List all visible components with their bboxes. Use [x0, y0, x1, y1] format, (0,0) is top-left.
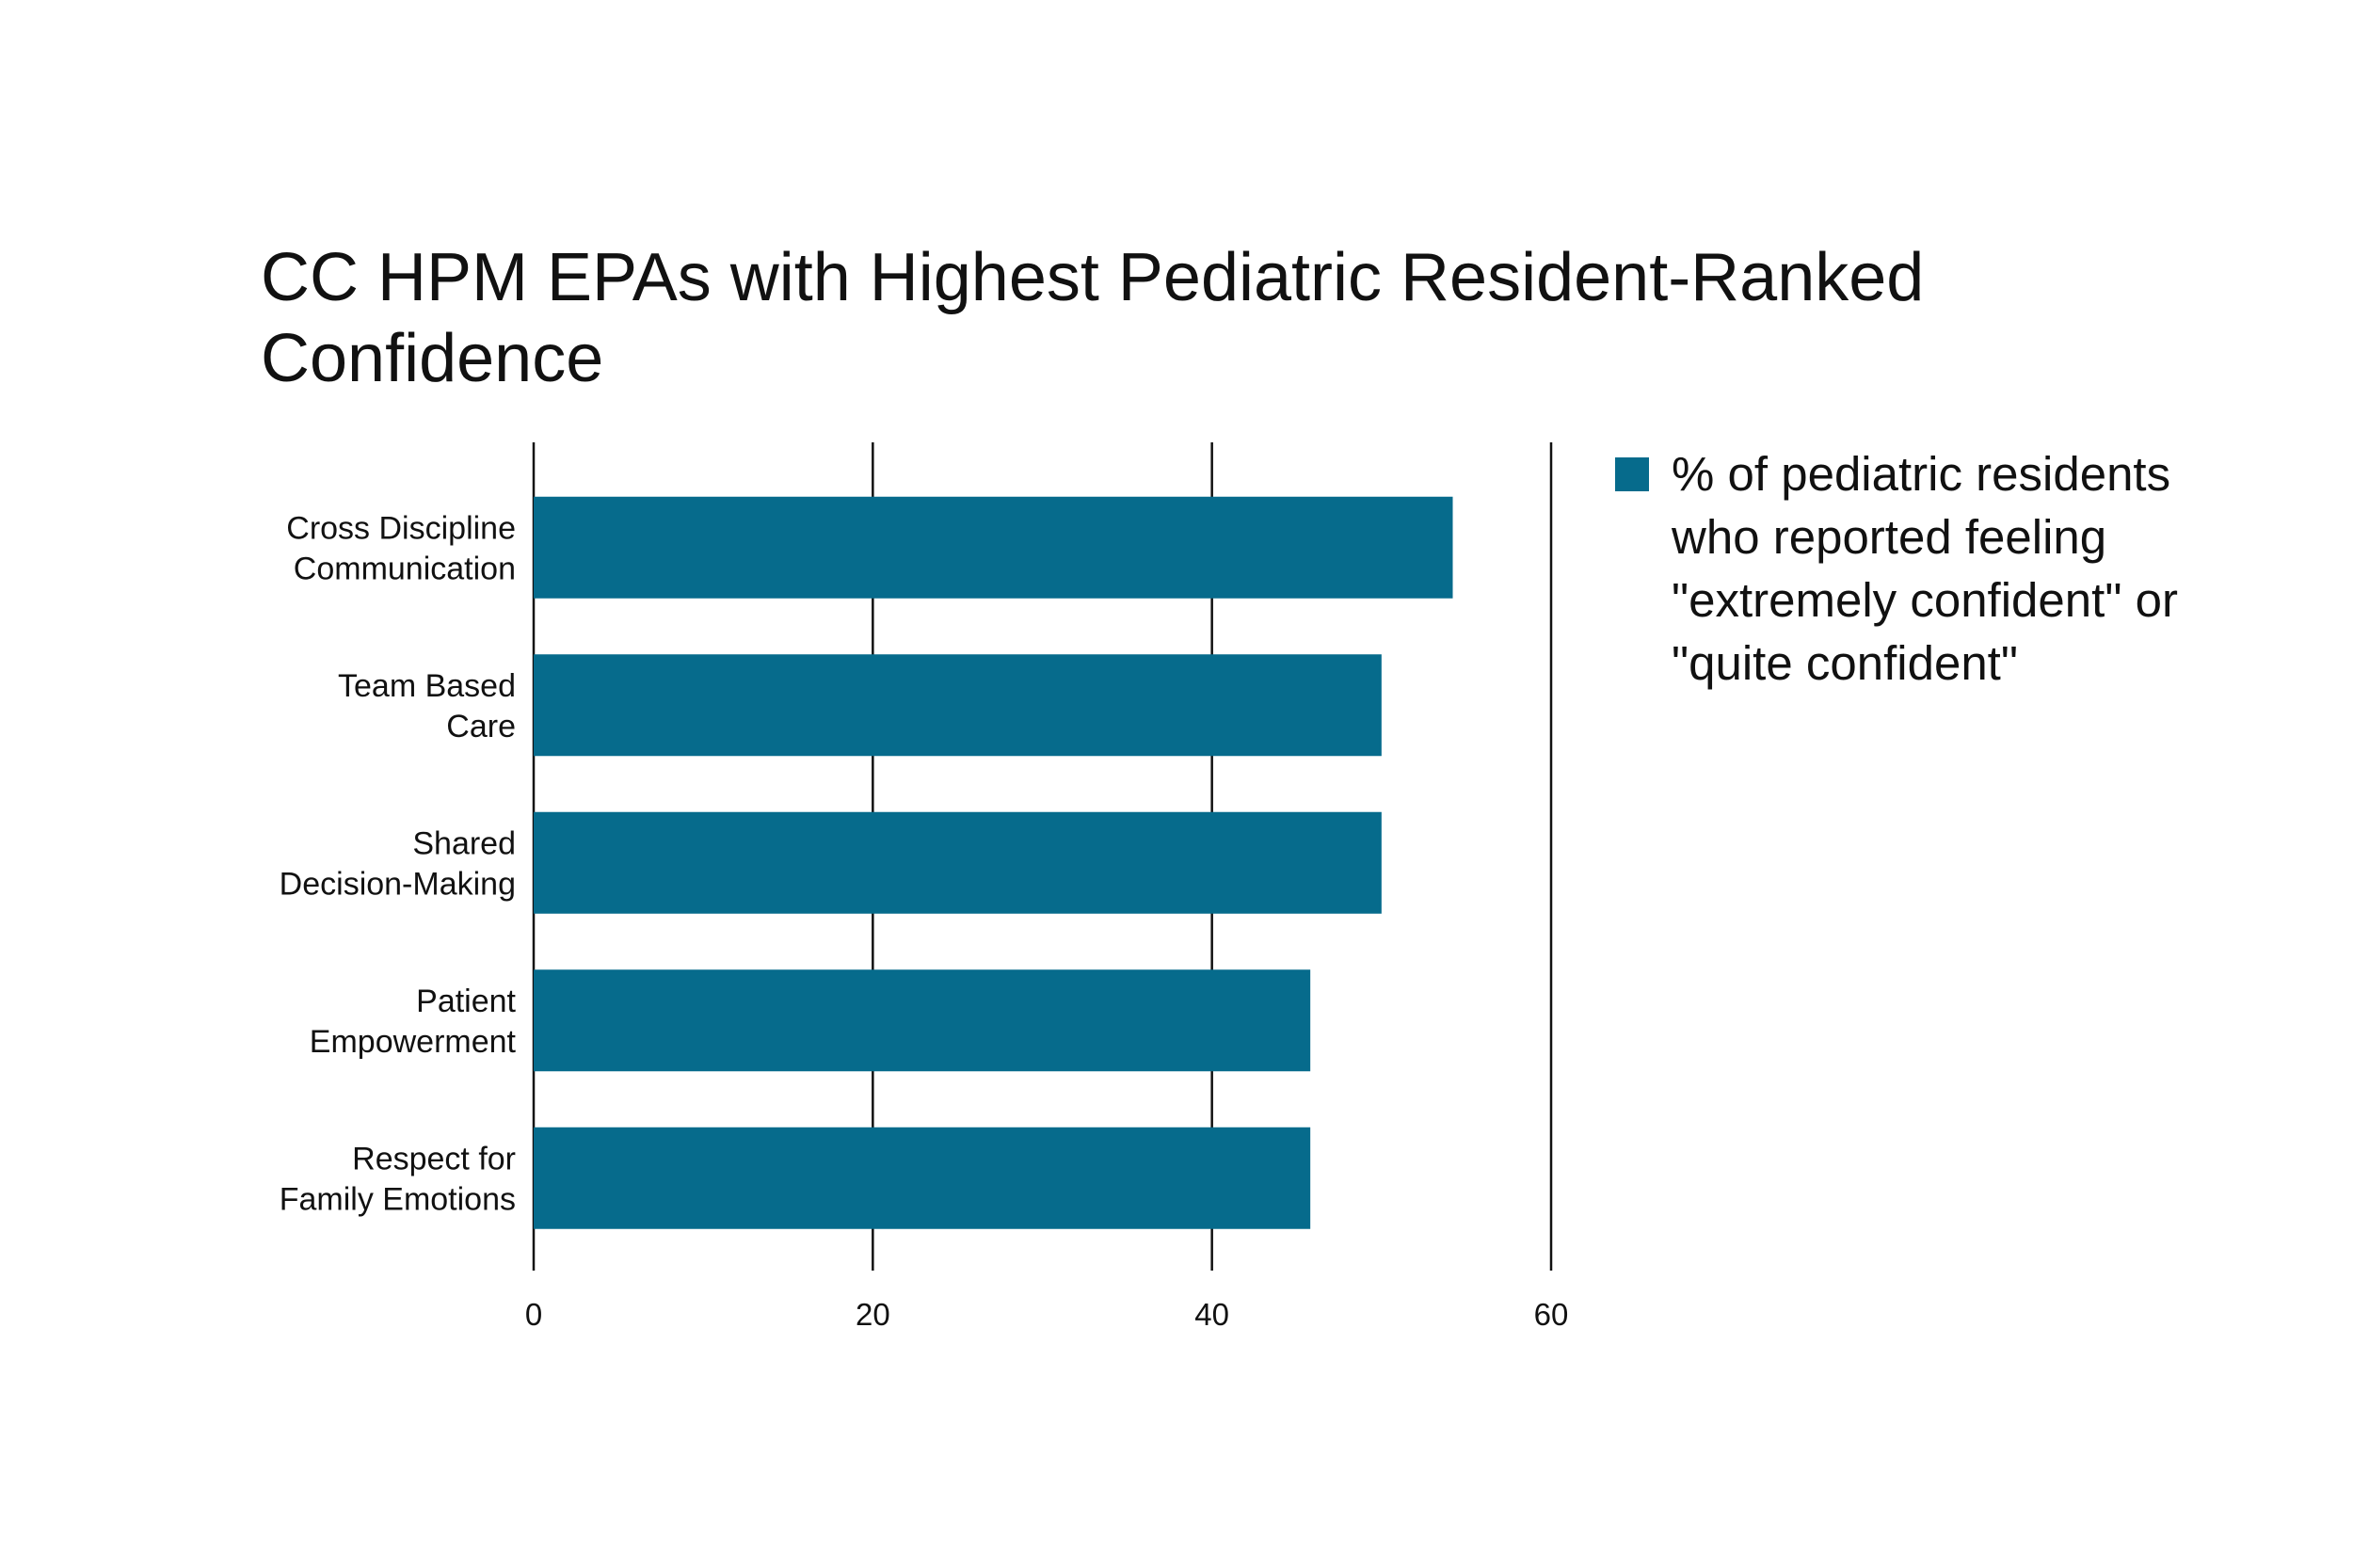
x-tick-label: 60	[1534, 1297, 1569, 1332]
legend-swatch	[1615, 457, 1649, 491]
bar	[534, 811, 1382, 914]
bar	[534, 969, 1311, 1072]
bar	[534, 496, 1453, 599]
x-tick-label: 0	[525, 1297, 542, 1332]
bar	[534, 654, 1382, 757]
y-tick-label: Team Based Care	[338, 668, 516, 744]
chart-title: CC HPM EPAs with Highest Pediatric Resid…	[261, 240, 1925, 396]
y-tick-label: Shared Decision-Making	[280, 825, 516, 902]
legend-label: % of pediatric residents who reported fe…	[1672, 447, 2178, 690]
bar	[534, 1127, 1311, 1229]
y-tick-label: Respect for Family Emotions	[280, 1141, 516, 1217]
x-tick-label: 20	[856, 1297, 890, 1332]
x-tick-label: 40	[1194, 1297, 1229, 1332]
y-tick-label: Patient Empowerment	[310, 984, 517, 1060]
y-tick-label: Cross Discipline Communication	[286, 510, 516, 586]
